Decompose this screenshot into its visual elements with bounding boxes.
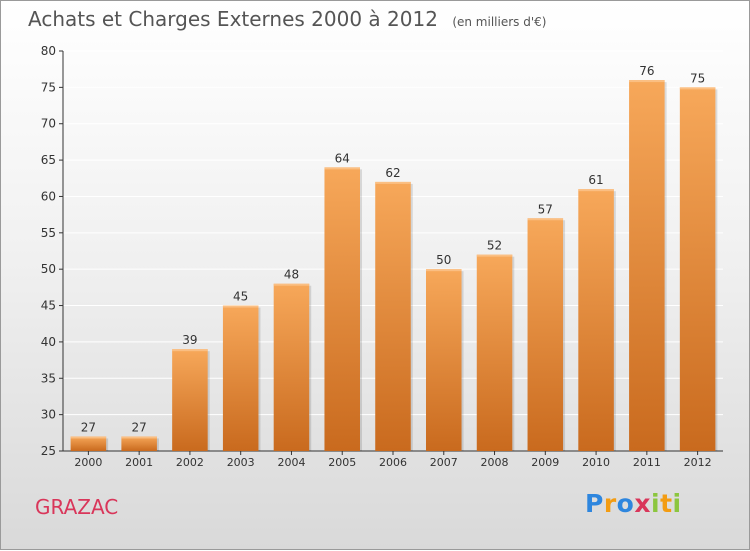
logo-letter: P [585,489,604,518]
x-tick-label: 2002 [176,456,204,469]
bar-highlight [375,181,411,184]
bar [324,167,360,451]
y-tick-label: 70 [41,117,56,131]
y-tick-label: 25 [41,444,56,458]
bar-highlight [121,436,157,439]
x-tick-label: 2012 [684,456,712,469]
data-label: 48 [284,268,299,282]
bar [476,254,513,451]
x-tick-label: 2011 [633,456,661,469]
data-label: 45 [233,290,248,304]
bar [375,181,411,451]
y-tick-label: 45 [41,299,56,313]
bar [629,80,665,451]
x-tick-label: 2001 [125,456,153,469]
logo-letter: t [660,489,673,518]
data-label: 62 [385,166,400,180]
y-tick-label: 35 [41,371,56,385]
bar-highlight [172,349,208,352]
x-tick-label: 2007 [430,456,458,469]
chart-subtitle: (en milliers d'€) [452,15,547,29]
data-label: 64 [335,151,350,165]
data-label: 39 [182,333,197,347]
bar [679,87,716,451]
bar [222,305,259,451]
x-tick-label: 2005 [328,456,356,469]
logo-letter: r [603,489,617,518]
x-tick-label: 2000 [74,456,102,469]
y-tick-label: 65 [41,153,56,167]
y-tick-label: 40 [41,335,56,349]
y-tick-label: 50 [41,262,56,276]
data-label: 76 [639,64,654,78]
bar-highlight [679,87,716,90]
y-tick-label: 30 [41,408,56,422]
bar-highlight [629,80,665,83]
data-label: 57 [538,202,553,216]
town-name: GRAZAC [35,495,119,519]
bar [426,269,462,451]
bar-highlight [222,305,259,308]
logo-letter: o [616,489,635,518]
bar [578,189,614,451]
bar [527,218,564,451]
bar-highlight [578,189,614,192]
bar-highlight [324,167,360,170]
data-label: 50 [436,253,451,267]
logo-letter: x [634,489,651,518]
proxiti-logo: Proxiti [585,489,682,518]
y-tick-label: 75 [41,80,56,94]
bar-highlight [527,218,564,221]
bar [172,349,208,451]
data-label: 61 [588,173,603,187]
x-tick-label: 2006 [379,456,407,469]
data-label: 52 [487,239,502,253]
data-label: 27 [132,420,147,434]
x-tick-label: 2004 [277,456,305,469]
bar [121,436,157,451]
x-tick-label: 2003 [227,456,255,469]
x-tick-label: 2009 [531,456,559,469]
bar-highlight [70,436,107,439]
y-tick-label: 80 [41,44,56,58]
y-tick-label: 55 [41,226,56,240]
bar [70,436,107,451]
bar [273,283,310,451]
x-tick-label: 2008 [481,456,509,469]
data-label: 75 [690,71,705,85]
chart-title: Achats et Charges Externes 2000 à 2012 (… [28,7,546,31]
x-tick-label: 2010 [582,456,610,469]
logo-letter: i [651,489,661,518]
bar-highlight [476,254,513,257]
y-tick-label: 60 [41,189,56,203]
logo-letter: i [672,489,682,518]
bar-highlight [273,283,310,286]
data-label: 27 [81,420,96,434]
title-text: Achats et Charges Externes 2000 à 2012 [28,7,438,31]
bar-highlight [426,269,462,272]
